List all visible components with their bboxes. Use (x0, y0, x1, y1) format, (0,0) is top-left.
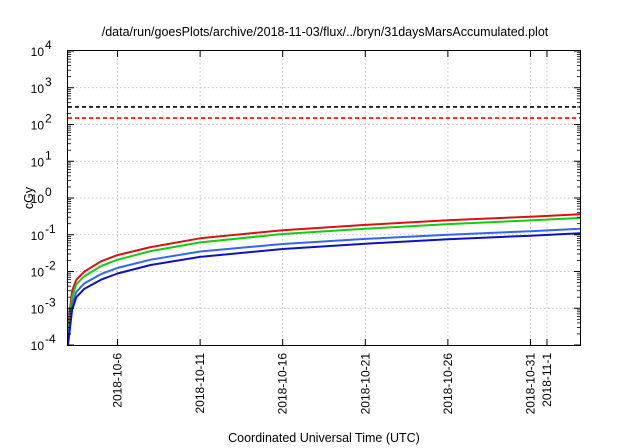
y-tick-exponent: 2 (45, 112, 52, 126)
x-tick-label: 2018-10-11 (193, 353, 207, 414)
y-axis-label: cGy (22, 186, 36, 209)
y-tick-label: 10 (31, 119, 45, 133)
y-tick-base: 10 (31, 119, 45, 133)
y-tick-exponent: 3 (45, 75, 52, 89)
y-tick-exponent: 1 (45, 148, 52, 162)
x-tick-label: 2018-11-1 (540, 353, 554, 407)
grid-lines (68, 51, 580, 345)
y-tick-exponent: -4 (45, 332, 56, 346)
y-tick-exponent: 0 (45, 185, 52, 199)
x-tick-label: 2018-10-21 (358, 353, 372, 415)
dose-series-line (67, 232, 581, 346)
y-tick-exponent: -1 (45, 222, 56, 236)
y-tick-base: 10 (31, 266, 45, 280)
y-tick-label: 10 (31, 192, 45, 206)
y-tick-exponent: 4 (45, 38, 52, 52)
y-tick-base: 10 (31, 45, 45, 59)
y-tick-label: 10 (31, 302, 45, 316)
series-lines (67, 213, 581, 346)
y-tick-label: 10 (31, 82, 45, 96)
y-tick-exponent: -3 (45, 295, 56, 309)
x-tick-label: 2018-10-26 (441, 353, 455, 415)
reference-lines (68, 106, 580, 119)
y-tick-label: 10 (31, 266, 45, 280)
x-axis-ticks: 2018-10-6 2018-10-11 2018-10-16 2018-10-21 2… (111, 51, 554, 414)
y-tick-base: 10 (31, 229, 45, 243)
x-tick-label: 2018-10-31 (523, 353, 537, 415)
y-tick-base: 10 (31, 192, 45, 206)
y-tick-base: 10 (31, 82, 45, 96)
dose-series-line (67, 217, 581, 335)
y-tick-base: 10 (31, 302, 45, 316)
x-tick-label: 2018-10-16 (276, 353, 290, 415)
plot-frame (67, 50, 581, 346)
y-tick-label: 10 (31, 155, 45, 169)
y-tick-base: 10 (31, 339, 45, 353)
chart-title: /data/run/goesPlots/archive/2018-11-03/f… (102, 25, 549, 39)
y-tick-exponent: -2 (45, 259, 56, 273)
x-tick-label: 2018-10-6 (111, 353, 125, 408)
dose-series-line (67, 213, 581, 328)
y-tick-label: 10 (31, 339, 45, 353)
y-tick-base: 10 (31, 155, 45, 169)
y-tick-label: 10 (31, 229, 45, 243)
x-axis-label: Coordinated Universal Time (UTC) (228, 431, 420, 445)
y-tick-label: 10 (31, 45, 45, 59)
dose-series-line (67, 227, 581, 339)
